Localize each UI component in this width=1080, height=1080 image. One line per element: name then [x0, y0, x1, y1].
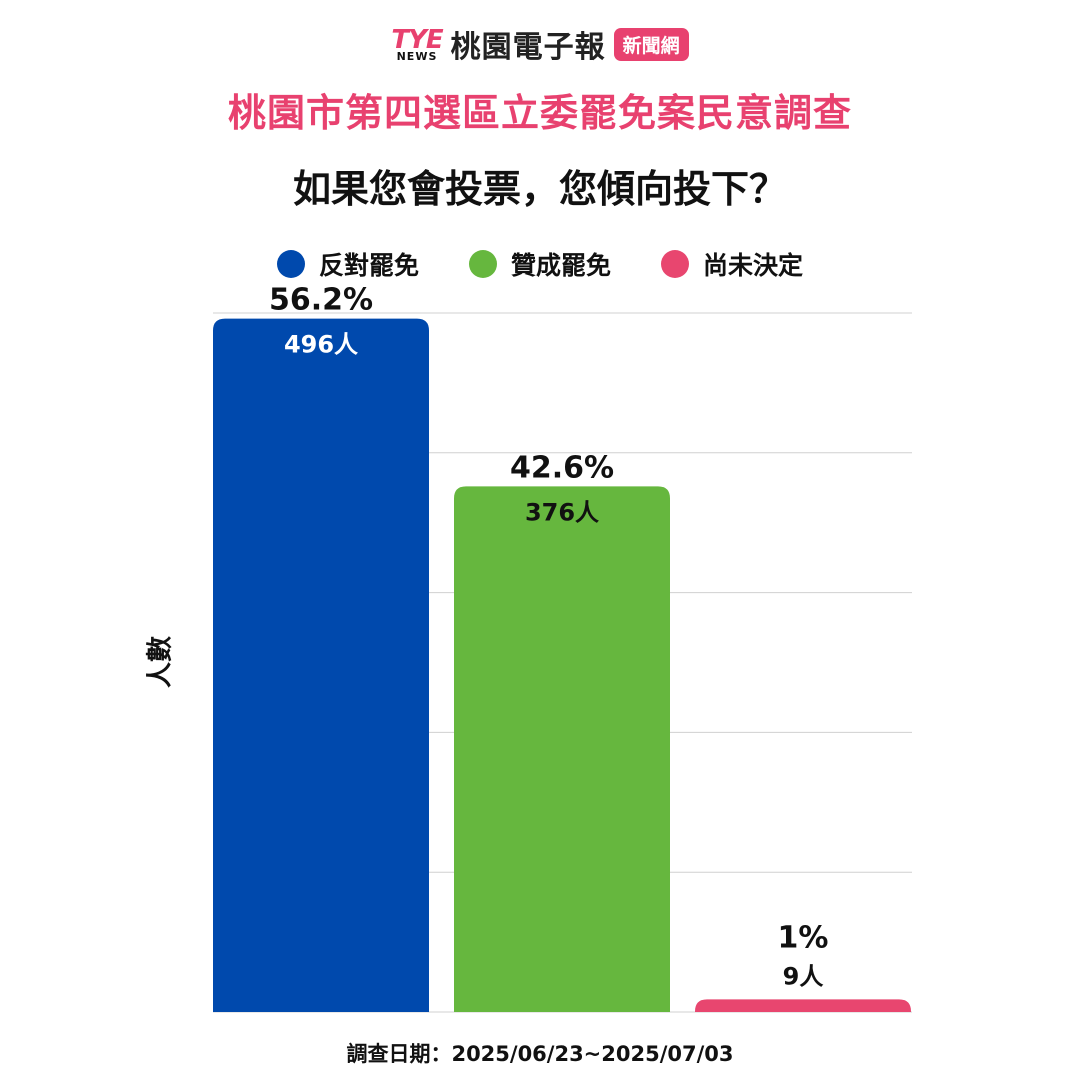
- brand-header: TYE NEWS 桃園電子報 新聞網: [0, 22, 1080, 66]
- survey-date: 調查日期：2025/06/23~2025/07/03: [346, 1042, 734, 1066]
- legend-dot-undecided: [661, 250, 689, 278]
- legend-dot-support: [468, 250, 497, 278]
- bar-3: [695, 999, 911, 1012]
- legend-label-undecided: 尚未決定: [703, 251, 804, 280]
- legend-dot-oppose: [276, 250, 305, 278]
- brand-name: 桃園電子報: [450, 30, 606, 65]
- legend-label-support: 贊成罷免: [510, 251, 611, 280]
- brand-badge: 新聞網: [613, 27, 689, 61]
- logo-mark: TYE: [391, 24, 443, 55]
- percent-label-1: 56.2%: [269, 283, 373, 318]
- logo-subtext: NEWS: [396, 49, 438, 63]
- bar-1: [213, 318, 429, 1012]
- percent-label-3: 1%: [778, 920, 829, 955]
- legend-label-oppose: 反對罷免: [318, 251, 419, 280]
- survey-title: 桃園市第四選區立委罷免案民意調查: [227, 91, 852, 135]
- legend-item-undecided: 尚未決定: [661, 246, 803, 282]
- question-text: 如果您會投票，您傾向投下？: [292, 167, 787, 211]
- count-label-2: 376人: [525, 498, 599, 526]
- count-label-1: 496人: [284, 331, 358, 359]
- count-label-3: 9人: [783, 962, 824, 990]
- chart-legend: 反對罷免 贊成罷免 尚未決定: [0, 246, 1080, 282]
- tye-news-logo: TYE NEWS: [391, 24, 443, 63]
- legend-item-oppose: 反對罷免: [276, 246, 419, 282]
- percent-label-2: 42.6%: [510, 450, 614, 485]
- legend-item-support: 贊成罷免: [468, 246, 611, 282]
- bar-2: [454, 486, 670, 1012]
